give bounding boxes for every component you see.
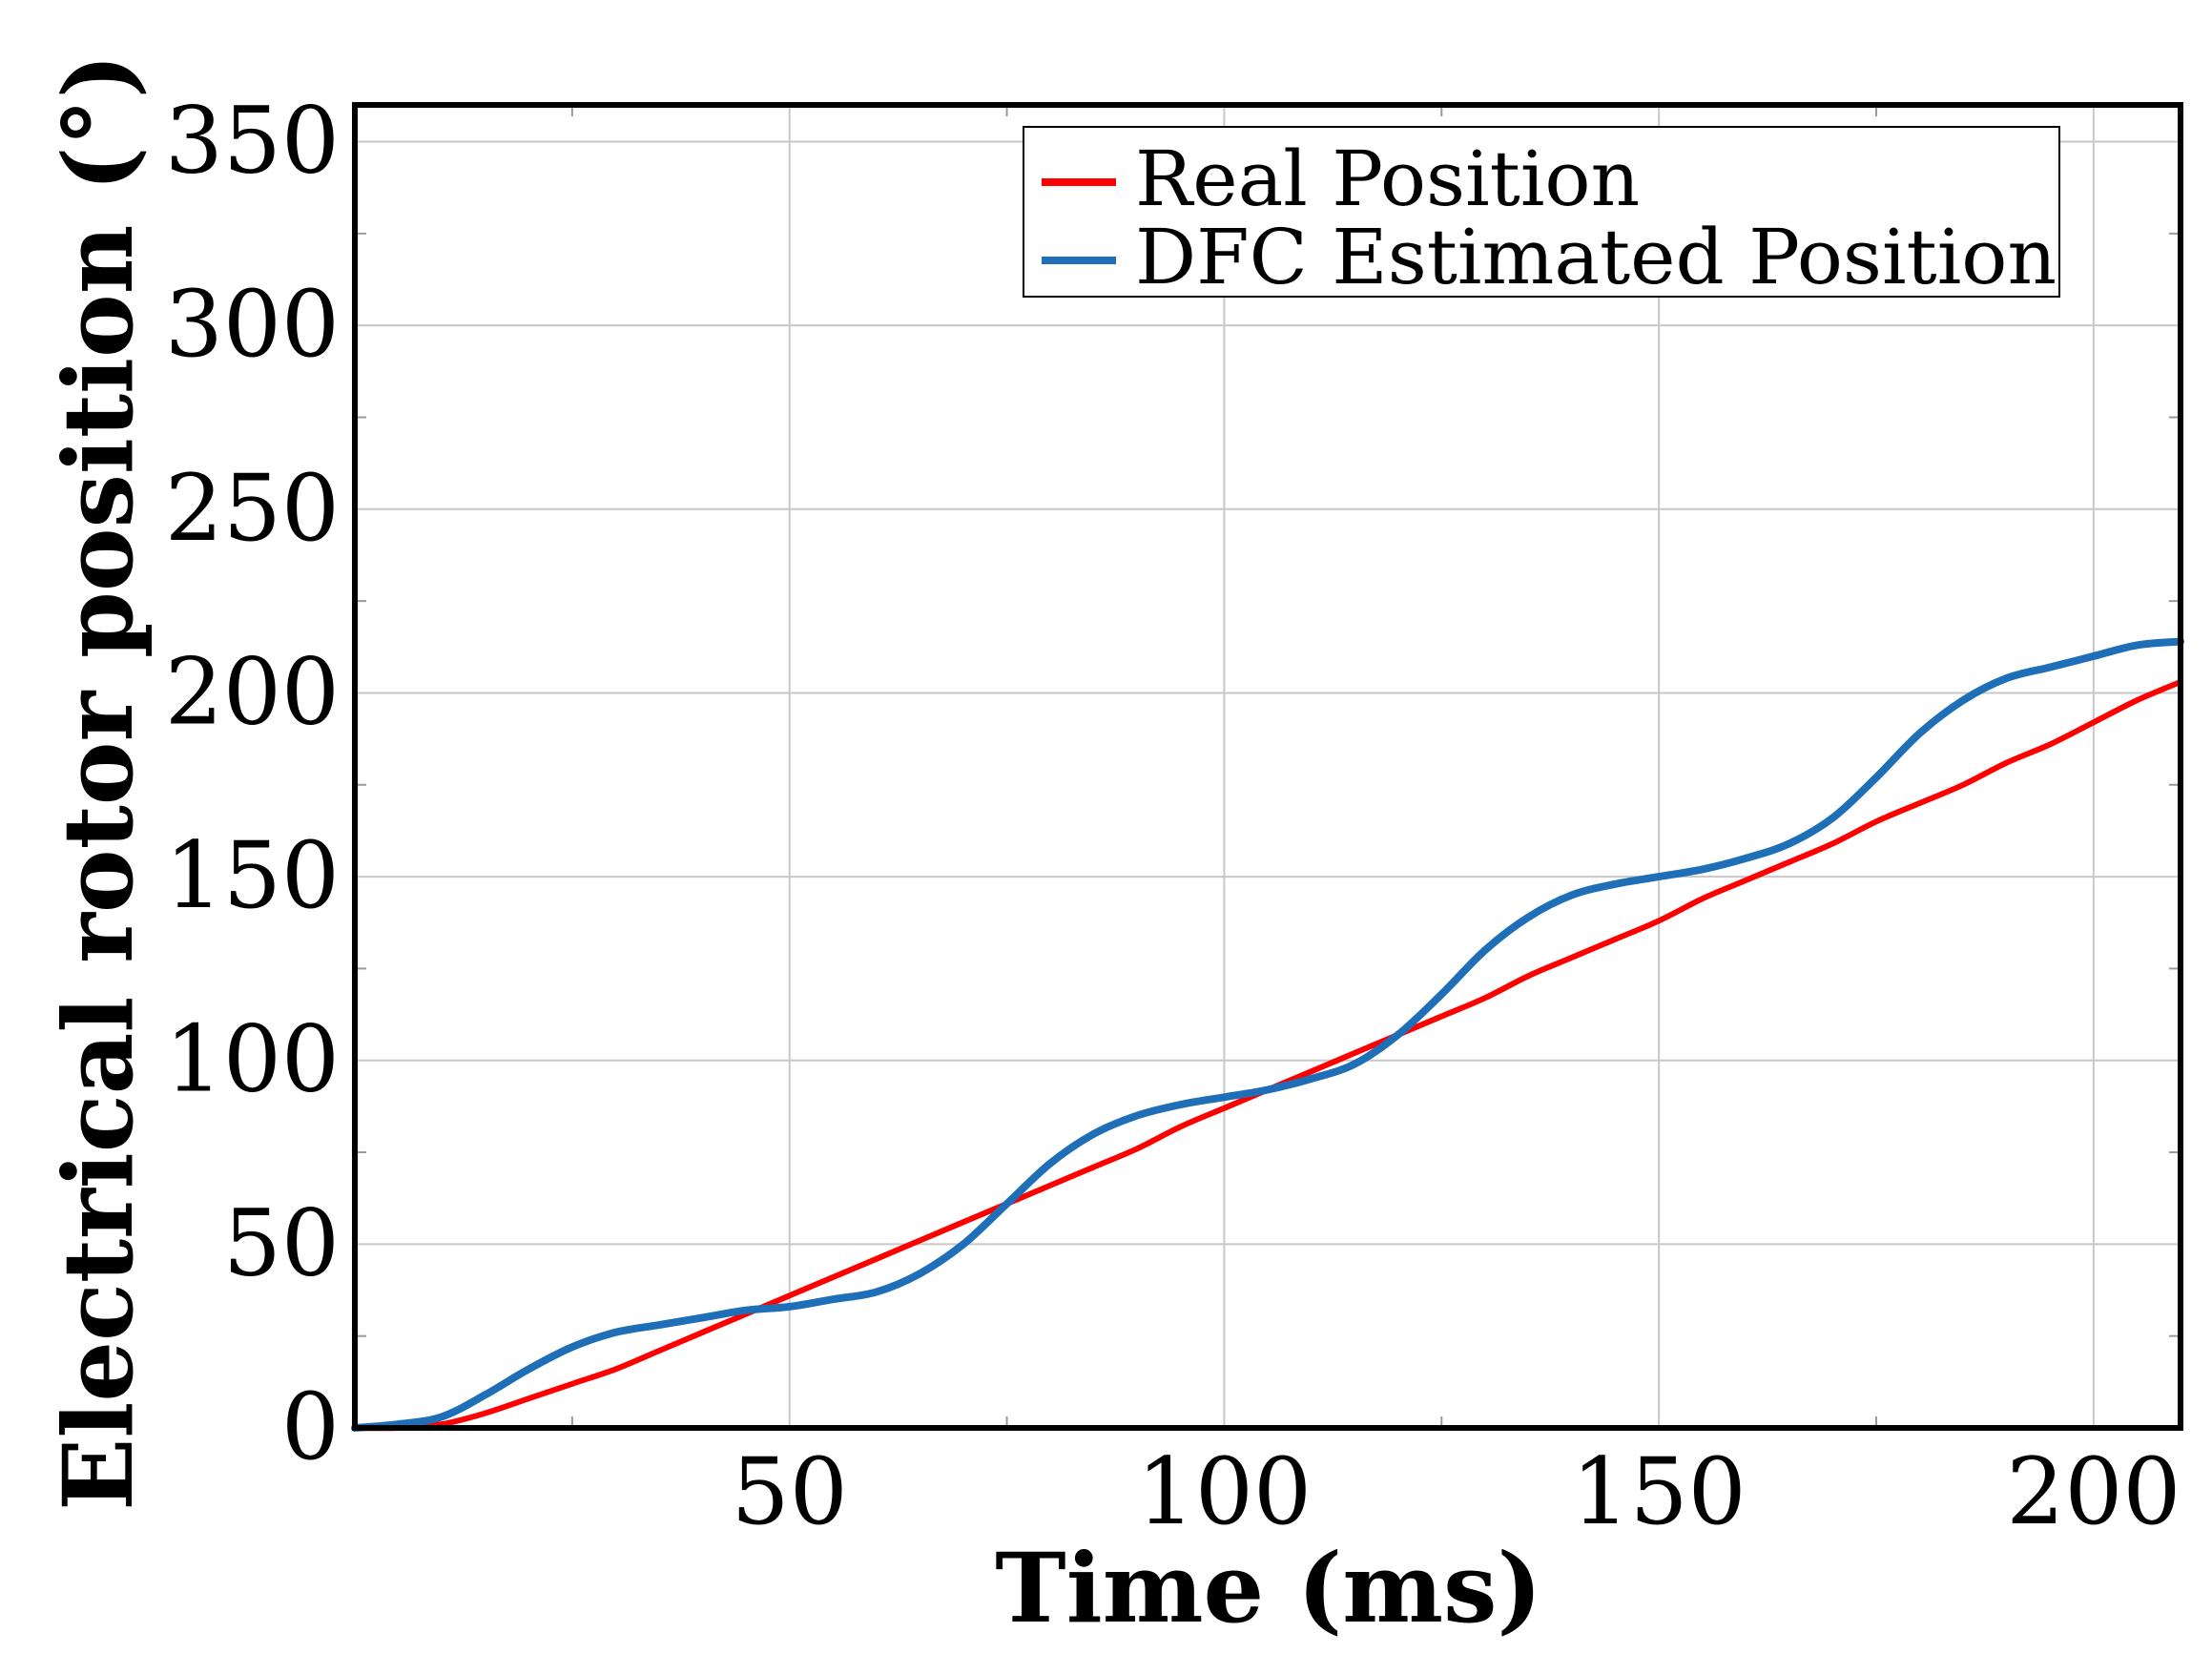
y-tick-label: 100 bbox=[165, 1006, 340, 1113]
x-tick-labels: 50 100 150 200 bbox=[732, 1438, 2181, 1545]
y-tick-label: 250 bbox=[165, 455, 340, 562]
x-tick-label: 50 bbox=[732, 1438, 848, 1545]
y-axis-title: Electrical rotor position (°) bbox=[42, 53, 155, 1511]
legend-label-dfc: DFC Estimated Position bbox=[1135, 213, 2057, 301]
y-tick-label: 300 bbox=[165, 271, 340, 378]
grid bbox=[355, 105, 2181, 1429]
y-tick-label: 150 bbox=[165, 822, 340, 929]
legend: Real Position DFC Estimated Position bbox=[1023, 126, 2060, 301]
x-axis-title: Time (ms) bbox=[995, 1532, 1541, 1644]
minor-ticks bbox=[355, 105, 2181, 1428]
x-tick-label: 150 bbox=[1572, 1438, 1747, 1545]
y-tick-label: 50 bbox=[223, 1189, 340, 1296]
y-tick-labels: 0 50 100 150 200 250 300 350 bbox=[165, 88, 340, 1480]
x-tick-label: 100 bbox=[1137, 1438, 1312, 1545]
x-tick-label: 200 bbox=[2006, 1438, 2181, 1545]
series-layer bbox=[351, 637, 2184, 1432]
y-tick-label: 350 bbox=[165, 88, 340, 195]
y-tick-label: 0 bbox=[281, 1374, 340, 1480]
legend-label-real: Real Position bbox=[1135, 134, 1640, 223]
y-tick-label: 200 bbox=[165, 638, 340, 745]
plot-frame bbox=[352, 102, 2183, 1431]
legend-box bbox=[1023, 126, 2060, 298]
series-line-real-position bbox=[352, 678, 2183, 1432]
series-line-dfc-estimated-position bbox=[351, 637, 2184, 1432]
